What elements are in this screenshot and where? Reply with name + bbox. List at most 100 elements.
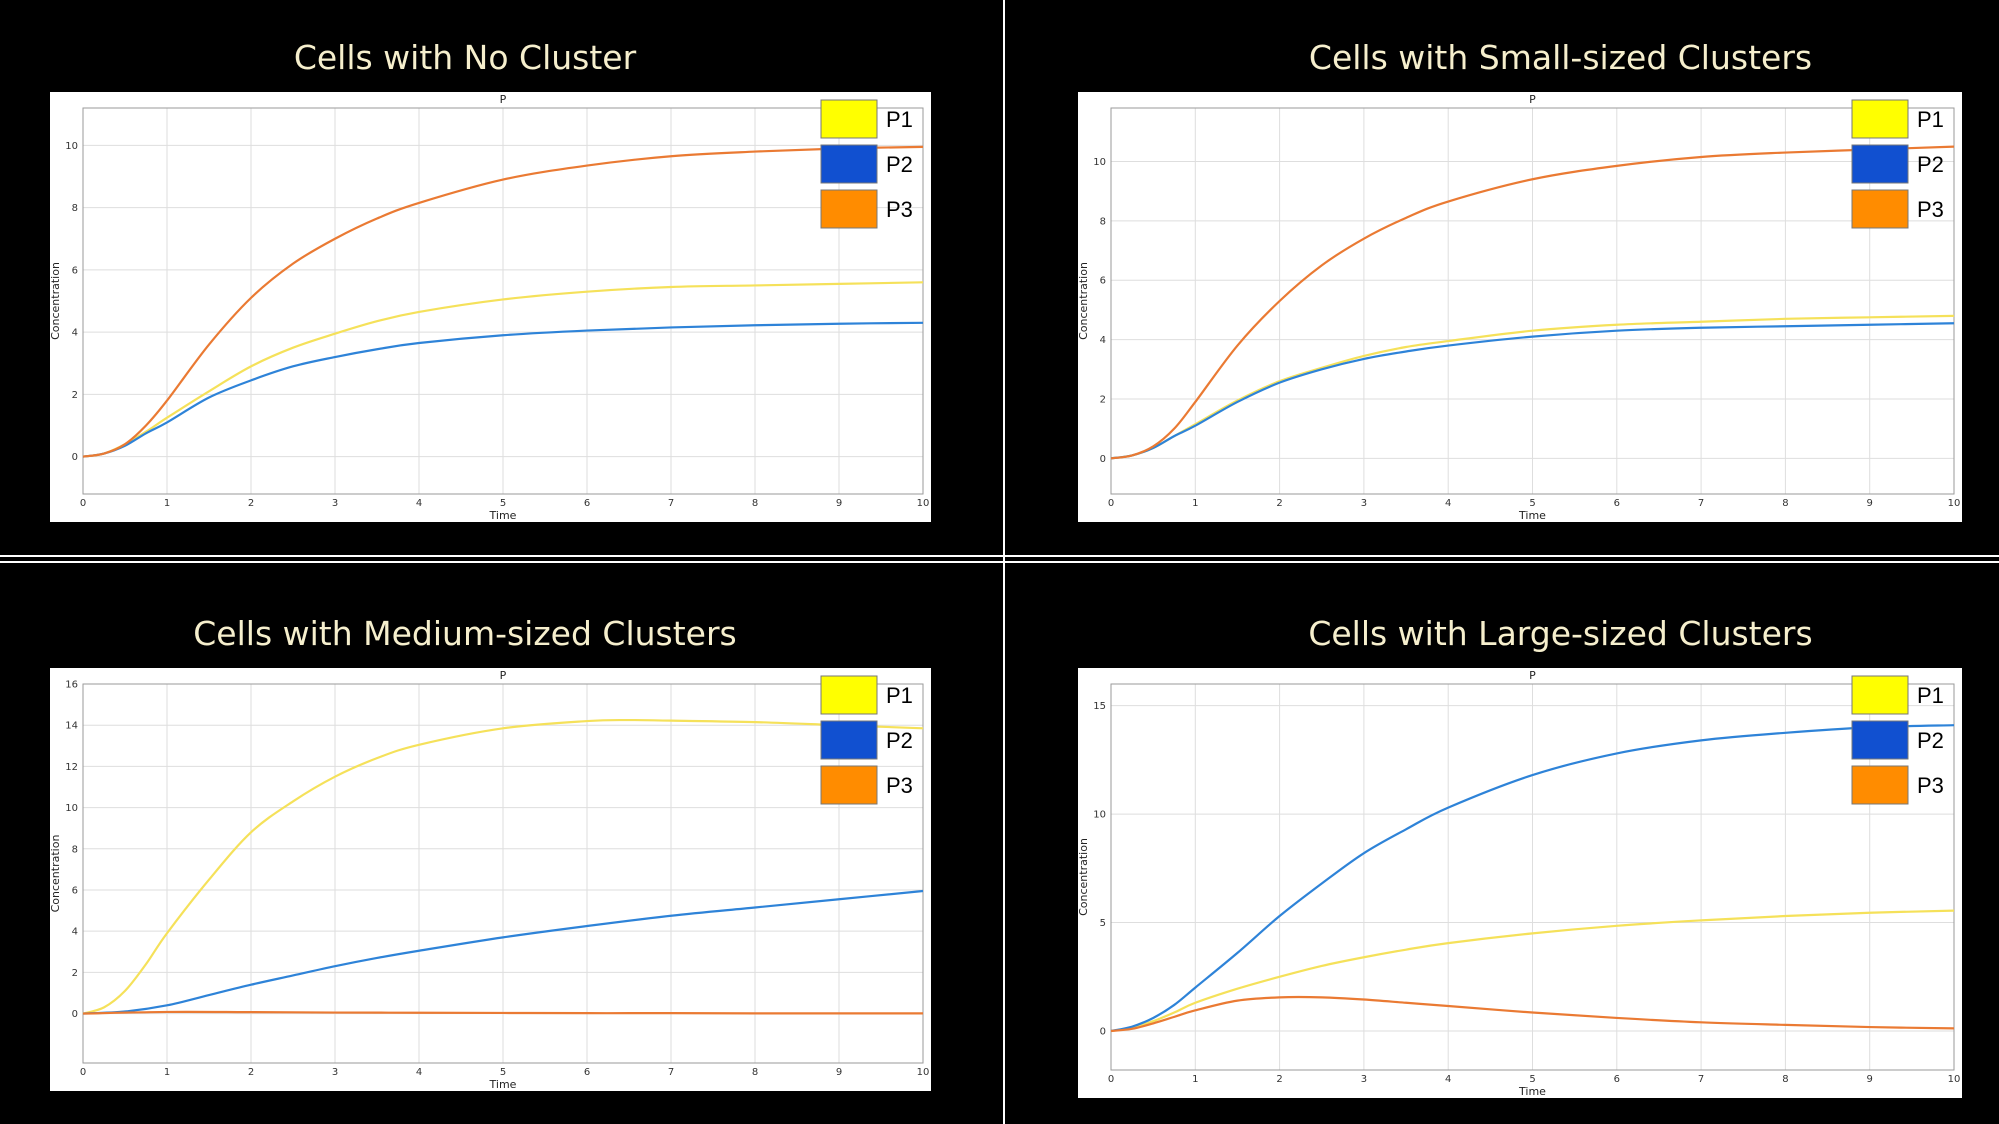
chart-small-clusters: P 0 1 2 3 4 5 6 7 8 9 10 0 2 4 6 8 10 Time Concentration P1 P… [1078,92,1962,522]
x-tick-label: 4 [416,498,422,509]
series-line-p2 [1110,724,1955,1033]
x-tick-label: 10 [917,498,930,509]
x-tick-label: 2 [248,1067,254,1078]
legend-swatch-p3 [1851,765,1909,805]
legend: P1 P2 P3 [820,675,913,805]
x-tick-label: 5 [500,498,506,509]
horizontal-divider-bottom [0,561,1999,563]
x-tick-label: 8 [752,498,758,509]
legend-label-p3: P3 [1917,197,1944,222]
series-line-p3 [1110,995,1955,1033]
plot-frame [82,683,924,1064]
panel-title-large-clusters: Cells with Large-sized Clusters [1308,614,1813,653]
y-tick-label: 14 [65,721,78,732]
legend-swatch-p2 [820,144,878,184]
x-tick-label: 1 [164,498,170,509]
legend-swatch-p1 [820,675,878,715]
series-line-p2 [82,889,924,1015]
x-tick-label: 6 [1614,498,1620,509]
x-tick-label: 0 [80,1067,86,1078]
y-tick-label: 8 [72,203,78,214]
x-tick-label: 7 [668,498,674,509]
y-tick-label: 8 [1100,216,1106,227]
chart-svg: P0 1 2 3 4 5 6 7 8 9 100246810121416TimeConcentrat… [50,669,930,1091]
x-tick-label: 8 [1782,498,1788,509]
legend-label-p2: P2 [1917,152,1944,177]
x-tick-label: 9 [1867,1074,1873,1085]
x-tick-label: 7 [1698,498,1704,509]
chart-medium-clusters: P 0 1 2 3 4 5 6 7 8 9 10 0 2 4 6 8 10 12 14 16 Time Concentrat… [50,668,931,1091]
x-axis-label: Time [1518,1085,1546,1098]
legend-swatch-p3 [1851,189,1909,229]
x-tick-label: 0 [1108,1074,1114,1085]
y-axis-label: Concentration [50,835,62,913]
series-line-p3 [82,145,924,458]
y-axis-label: Concentration [1078,262,1090,340]
x-tick-label: 5 [1529,1074,1535,1085]
x-axis-label: Time [489,509,517,522]
plot-frame [1110,107,1955,495]
legend-label-p3: P3 [886,197,913,222]
legend-swatch-p3 [820,189,878,229]
x-tick-label: 1 [1192,498,1198,509]
chart-no-cluster: P 0 1 2 3 4 5 6 7 8 9 10 0 2 4 6 8 10 Time Concentration P1 P… [50,92,931,522]
legend-label-p1: P1 [1917,683,1944,708]
y-tick-label: 8 [72,844,78,855]
legend-swatch-p2 [1851,144,1909,184]
x-tick-label: 4 [1445,1074,1451,1085]
x-axis-label: Time [489,1078,517,1091]
series-line-p3 [82,1010,923,1015]
y-tick-label: 10 [65,803,78,814]
panel-title-small-clusters: Cells with Small-sized Clusters [1308,38,1813,77]
x-tick-label: 9 [836,498,842,509]
x-tick-label: 3 [1361,498,1367,509]
y-tick-label: 4 [1100,335,1106,346]
y-tick-label: 6 [72,265,78,276]
series-line-p1 [82,718,924,1015]
series-line-p3 [1110,145,1955,460]
y-tick-label: 2 [72,968,78,979]
legend: P1 P2 P3 [1851,99,1944,229]
legend-swatch-p1 [1851,99,1909,139]
plot-frame [82,107,924,495]
x-tick-label: 0 [1108,498,1114,509]
x-tick-label: 9 [836,1067,842,1078]
x-tick-label: 9 [1867,498,1873,509]
chart-title: P [500,669,507,682]
legend-label-p1: P1 [886,107,913,132]
legend-label-p3: P3 [1917,773,1944,798]
grid [82,683,924,1063]
y-tick-label: 5 [1100,918,1106,929]
y-tick-label: 12 [65,762,78,773]
legend-swatch-p2 [1851,720,1909,760]
legend-label-p2: P2 [1917,728,1944,753]
chart-title: P [1529,93,1536,106]
legend-swatch-p3 [820,765,878,805]
series-line-p2 [82,321,924,458]
y-axis-label: Concentration [50,262,62,340]
y-tick-label: 10 [65,141,78,152]
series-line-p1 [82,281,924,458]
x-tick-label: 7 [1698,1074,1704,1085]
panel-title-medium-clusters: Cells with Medium-sized Clusters [193,614,737,653]
x-tick-label: 7 [668,1067,674,1078]
y-axis-label: Concentration [1078,838,1090,916]
legend-swatch-p1 [1851,675,1909,715]
x-tick-label: 10 [917,1067,930,1078]
legend-label-p1: P1 [1917,107,1944,132]
y-tick-label: 10 [1093,157,1106,168]
chart-svg: P0 1 2 3 4 5 6 7 8 9 100246810TimeConcentrationP1P… [1078,93,1961,522]
legend-label-p3: P3 [886,773,913,798]
chart-svg: P 0 1 2 3 4 5 6 7 8 9 10 0 5 10 15 Time Concentration P1 P2… [1078,669,1960,1098]
panel-title-no-cluster: Cells with No Cluster [293,38,637,77]
x-tick-label: 10 [1948,498,1961,509]
chart-title: P [1529,669,1536,682]
legend-swatch-p2 [820,720,878,760]
x-tick-label: 2 [1276,1074,1282,1085]
x-tick-label: 6 [1614,1074,1620,1085]
y-tick-label: 0 [72,1009,78,1020]
x-tick-label: 0 [80,498,86,509]
y-tick-label: 16 [65,680,78,691]
x-tick-label: 6 [584,498,590,509]
grid [82,108,924,494]
